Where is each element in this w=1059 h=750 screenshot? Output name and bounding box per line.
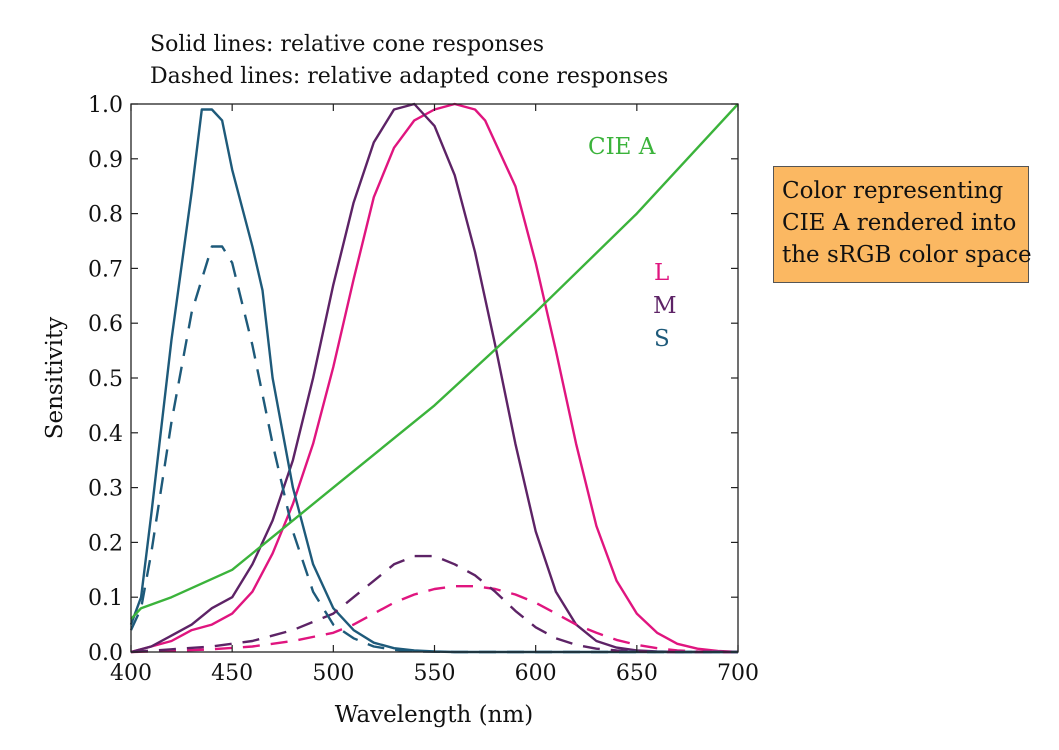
y-tick-label: 1.0 [88, 93, 123, 118]
series-line-l [130, 102, 739, 654]
plot-frame [130, 103, 739, 653]
y-tick-label: 0.5 [88, 367, 123, 392]
srgb-color-callout: Color representing CIE A rendered into t… [773, 166, 1032, 283]
callout-line-3: the sRGB color space [782, 242, 1032, 268]
x-tick-label: 400 [110, 661, 152, 686]
x-tick-label: 550 [414, 661, 456, 686]
subtitle-line-2: Dashed lines: relative adapted cone resp… [150, 64, 669, 89]
x-tick-label: 500 [312, 661, 354, 686]
legend-label-l: L [654, 260, 669, 286]
y-tick-label: 0.9 [88, 148, 123, 173]
y-tick-label: 0.4 [88, 422, 123, 447]
annotation-cie-a: CIE A [588, 134, 656, 160]
callout-line-2: CIE A rendered into [782, 210, 1017, 236]
series-line-s-adapted [129, 245, 738, 654]
x-tick-label: 650 [616, 661, 658, 686]
ticks-layer: 400 450 500 550 600 650 700 0.0 0.1 0.2 0.3 0.4 0.5 0… [88, 93, 759, 686]
series-line-cie-a [130, 103, 739, 620]
x-tick-label: 600 [515, 661, 557, 686]
x-tick-label: 450 [211, 661, 253, 686]
legend-label-m: M [653, 293, 677, 319]
y-axis-label: Sensitivity [42, 317, 68, 440]
callout-line-1: Color representing [782, 178, 1004, 204]
y-tick-label: 0.3 [88, 477, 123, 502]
series-layer [129, 102, 739, 654]
series-line-m [130, 102, 738, 654]
y-tick-label: 0.1 [88, 586, 123, 611]
y-tick-label: 0.7 [88, 257, 123, 282]
subtitle-line-1: Solid lines: relative cone responses [150, 32, 545, 57]
x-axis-label: Wavelength (nm) [335, 702, 533, 728]
series-line-s [129, 108, 738, 654]
x-tick-label: 700 [717, 661, 759, 686]
y-tick-label: 0.0 [88, 641, 123, 666]
legend-label-s: S [654, 326, 670, 352]
y-tick-label: 0.2 [88, 531, 123, 556]
series-line-l-adapted [130, 585, 738, 654]
series-line-m-adapted [130, 554, 738, 654]
y-tick-label: 0.8 [88, 203, 123, 228]
y-tick-label: 0.6 [88, 312, 123, 337]
